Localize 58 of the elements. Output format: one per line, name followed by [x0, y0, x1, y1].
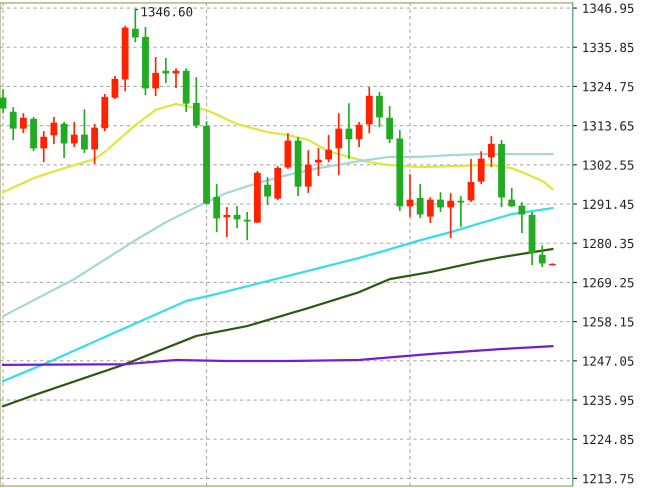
y-tick-label: 1346.95 — [583, 4, 634, 14]
line-series — [2, 152, 554, 318]
candlestick — [304, 149, 312, 194]
line-series — [2, 248, 554, 408]
candlestick — [264, 176, 271, 206]
y-tick-label: 1313.65 — [583, 121, 634, 131]
line-series — [2, 102, 554, 194]
y-tick-label: 1247.05 — [583, 356, 634, 366]
candlestick — [20, 112, 27, 134]
candlestick — [457, 195, 464, 228]
line-series — [2, 207, 554, 382]
candlestick — [335, 112, 342, 176]
y-tick-label: 1335.85 — [583, 42, 634, 52]
candlestick — [0, 88, 6, 114]
line-series — [2, 345, 554, 366]
candlestick — [50, 116, 58, 146]
candlestick — [406, 173, 414, 218]
candlestick — [538, 244, 546, 268]
candlestick — [60, 121, 68, 159]
candlestick — [91, 123, 98, 165]
y-tick-label: 1235.95 — [583, 396, 634, 406]
y-tick-label: 1302.55 — [583, 160, 634, 170]
candlestick — [468, 158, 474, 203]
candlestick — [132, 8, 139, 43]
y-tick-label: 1291.45 — [583, 200, 634, 210]
candlestick — [234, 205, 240, 230]
candlestick — [376, 91, 383, 128]
candlestick — [162, 57, 170, 84]
y-tick-label: 1213.75 — [583, 474, 634, 484]
candlestick — [437, 191, 444, 213]
candlestick — [213, 183, 220, 233]
y-tick-label: 1258.15 — [583, 317, 634, 327]
y-tick-label: 1224.85 — [583, 434, 634, 444]
candlestick — [356, 121, 363, 148]
annotation: 1346.60 — [142, 7, 192, 16]
candlestick — [518, 201, 526, 234]
candlestick — [416, 183, 424, 219]
candlestick — [325, 134, 332, 164]
y-tick-label: 1269.25 — [583, 278, 634, 288]
candlestick — [81, 108, 88, 154]
candlestick — [112, 75, 118, 100]
candlestick — [346, 102, 352, 160]
candlestick — [447, 192, 454, 239]
candlestick — [478, 150, 485, 185]
candlestick — [315, 147, 322, 177]
y-tick-label: 1280.35 — [583, 238, 634, 248]
candlestick — [488, 135, 495, 168]
candlestick — [172, 67, 180, 89]
candlestick — [152, 56, 160, 97]
candlestick — [40, 130, 48, 164]
candlestick — [70, 121, 78, 148]
candlestick — [386, 105, 394, 144]
candlestick — [508, 187, 516, 208]
y-tick-label: 1324.75 — [583, 82, 634, 92]
candlestick — [426, 196, 434, 224]
candlestick — [192, 76, 200, 129]
candlestick — [223, 206, 230, 238]
candlestick — [10, 106, 17, 141]
